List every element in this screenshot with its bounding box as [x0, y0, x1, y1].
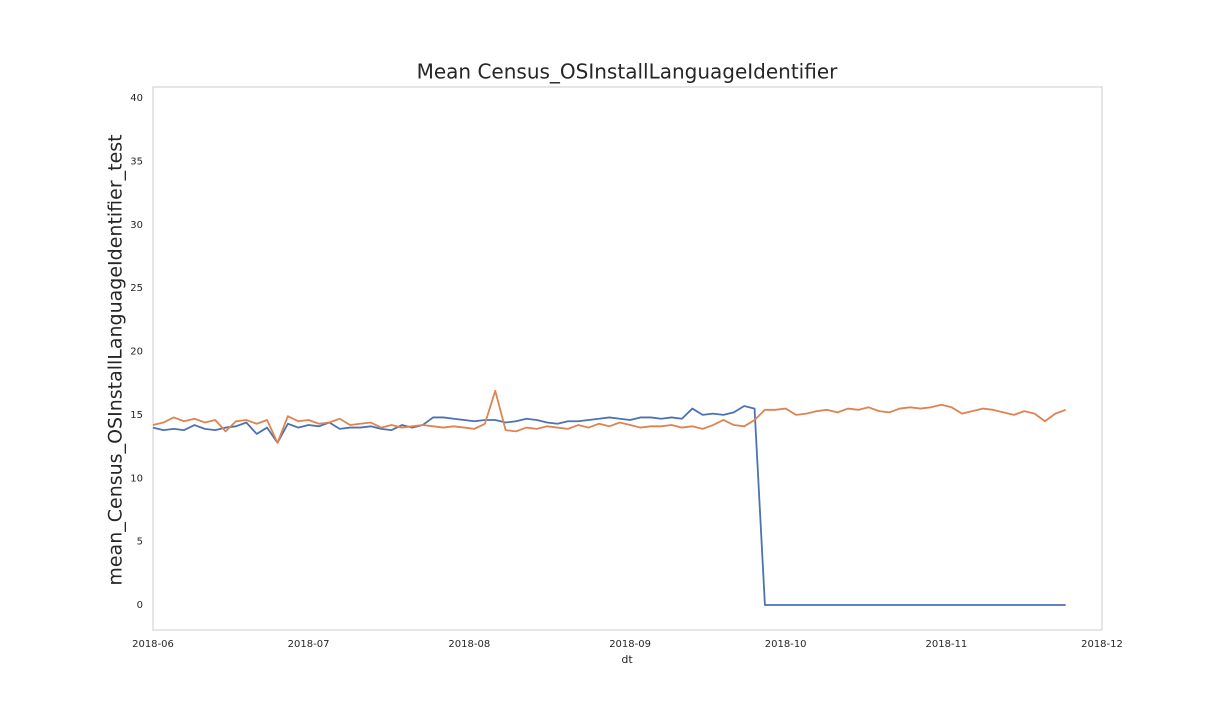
- series-line: [152, 389, 1067, 444]
- series-line: [152, 405, 1066, 606]
- y-tick-label: 0: [137, 600, 143, 611]
- y-tick-label: 5: [137, 537, 143, 548]
- x-tick-label: 2018-10: [765, 639, 807, 650]
- y-tick-label: 35: [130, 156, 143, 167]
- plot-frame: [152, 86, 1103, 631]
- y-tick-label: 25: [130, 283, 143, 294]
- x-tick-label: 2018-08: [448, 639, 490, 650]
- x-tick-label: 2018-12: [1081, 639, 1123, 650]
- y-axis-label: mean_Census_OSInstallLanguageIdentifier_…: [105, 134, 127, 585]
- y-tick-label: 20: [130, 347, 143, 358]
- x-tick-label: 2018-09: [609, 639, 651, 650]
- y-tick-label: 10: [130, 473, 143, 484]
- x-tick-label: 2018-06: [132, 639, 174, 650]
- chart-title: Mean Census_OSInstallLanguageIdentifier: [417, 60, 839, 84]
- y-tick-label: 40: [130, 93, 143, 104]
- x-tick-label: 2018-07: [288, 639, 330, 650]
- y-tick-label: 15: [130, 410, 143, 421]
- y-tick-label: 30: [130, 220, 143, 231]
- x-axis-label: dt: [621, 653, 633, 666]
- x-tick-label: 2018-11: [926, 639, 968, 650]
